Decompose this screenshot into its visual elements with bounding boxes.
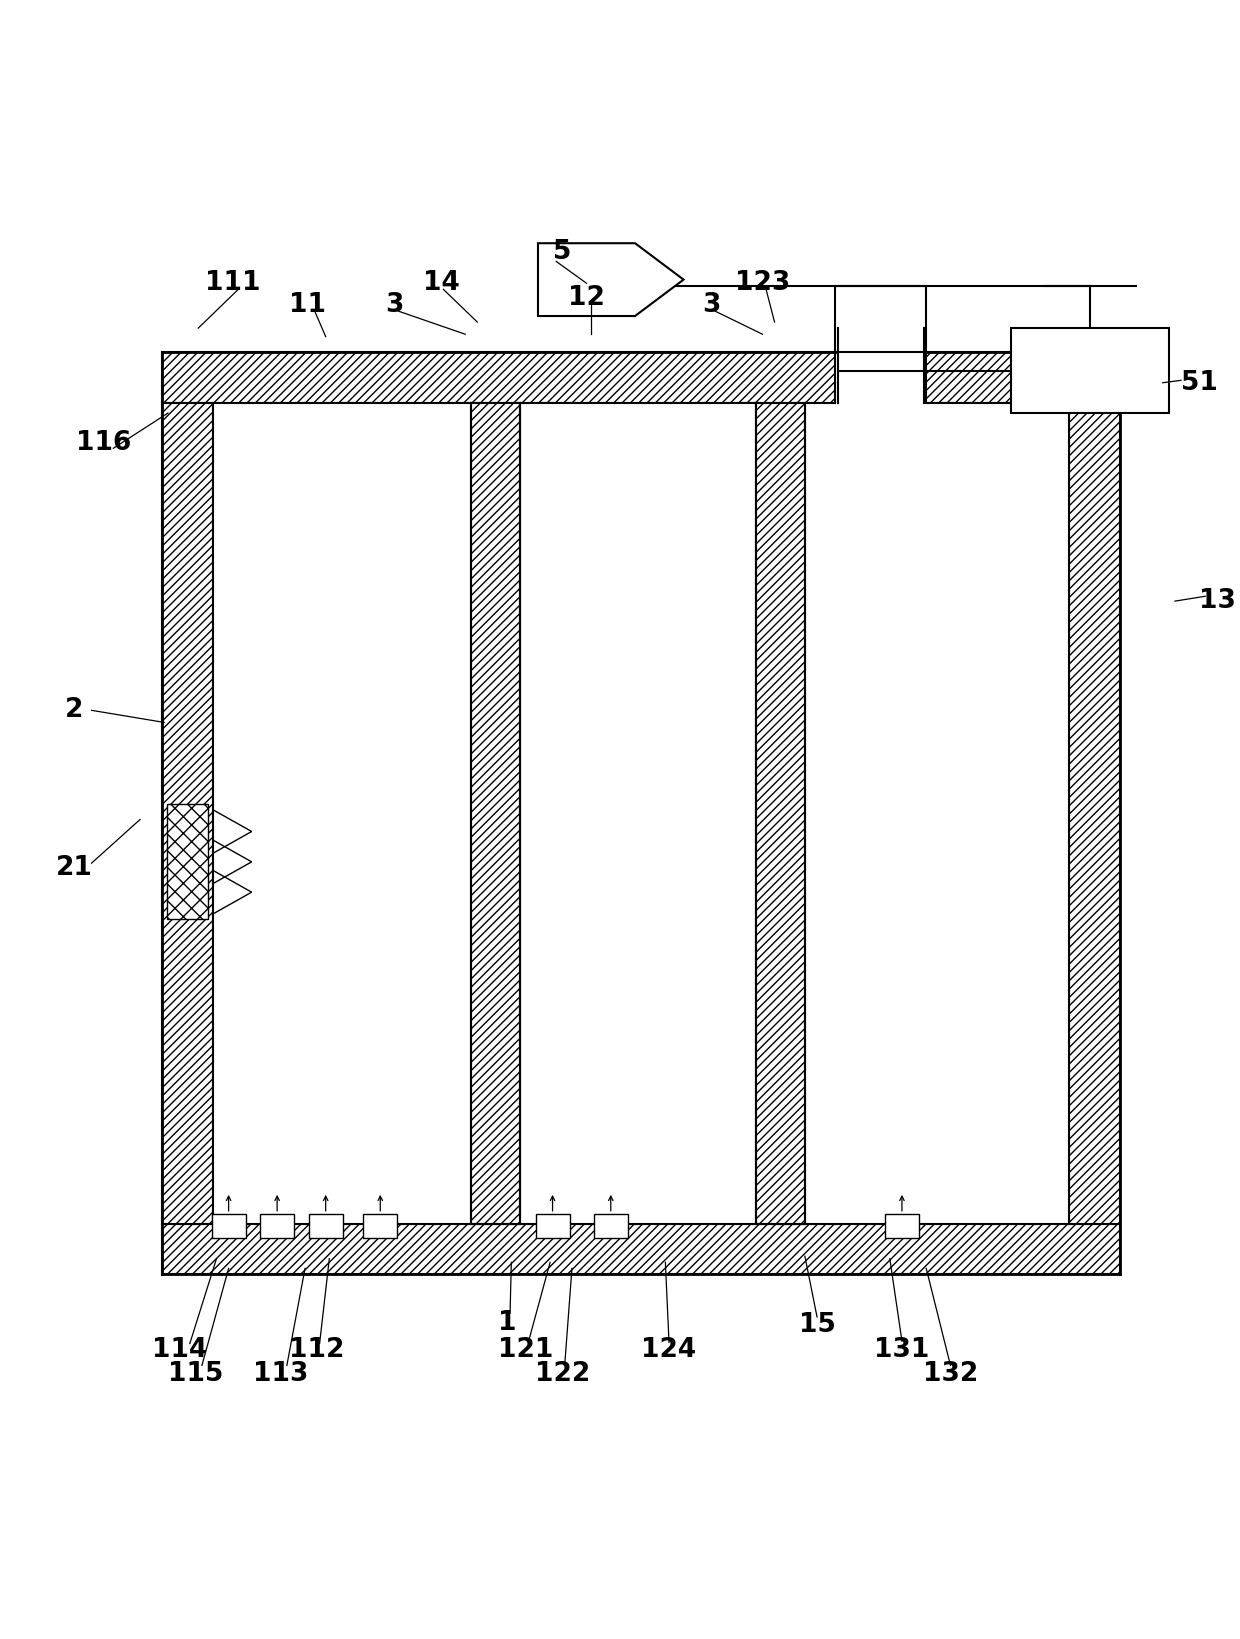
Text: 5: 5: [553, 239, 572, 266]
Bar: [885, 1214, 919, 1237]
Text: 121: 121: [498, 1337, 553, 1362]
Bar: [1069, 403, 1120, 1223]
Polygon shape: [538, 243, 683, 316]
Text: 112: 112: [289, 1337, 345, 1362]
Text: 51: 51: [1180, 370, 1218, 395]
Text: 2: 2: [66, 697, 84, 723]
Bar: [520, 403, 756, 1223]
Bar: [260, 1214, 294, 1237]
Text: 3: 3: [386, 292, 404, 318]
Text: 13: 13: [1199, 588, 1236, 615]
Bar: [536, 1214, 569, 1237]
Bar: [162, 352, 836, 403]
Bar: [309, 1214, 342, 1237]
Bar: [836, 285, 926, 352]
Bar: [363, 1214, 397, 1237]
Bar: [162, 1223, 1120, 1275]
Bar: [1011, 328, 1169, 413]
Bar: [212, 1214, 246, 1237]
Bar: [805, 403, 1069, 1223]
Bar: [471, 403, 520, 1223]
Text: 15: 15: [799, 1313, 836, 1339]
Text: 124: 124: [641, 1337, 697, 1362]
Bar: [162, 403, 213, 1223]
Text: 113: 113: [253, 1360, 309, 1387]
Text: 122: 122: [534, 1360, 590, 1387]
Bar: [756, 403, 805, 1223]
Text: 11: 11: [289, 292, 326, 318]
Text: 132: 132: [923, 1360, 978, 1387]
Text: 1: 1: [498, 1310, 517, 1336]
Text: 131: 131: [874, 1337, 930, 1362]
Bar: [594, 1214, 627, 1237]
Text: 111: 111: [205, 270, 260, 297]
Text: 115: 115: [169, 1360, 223, 1387]
Text: 21: 21: [56, 856, 93, 882]
Bar: [213, 403, 471, 1223]
Text: 3: 3: [702, 292, 720, 318]
Text: 116: 116: [76, 431, 131, 456]
Text: 14: 14: [423, 270, 459, 297]
Text: 123: 123: [735, 270, 790, 297]
Text: 12: 12: [568, 285, 605, 311]
Bar: [926, 352, 1120, 403]
Text: 114: 114: [153, 1337, 208, 1362]
Bar: [166, 805, 208, 919]
